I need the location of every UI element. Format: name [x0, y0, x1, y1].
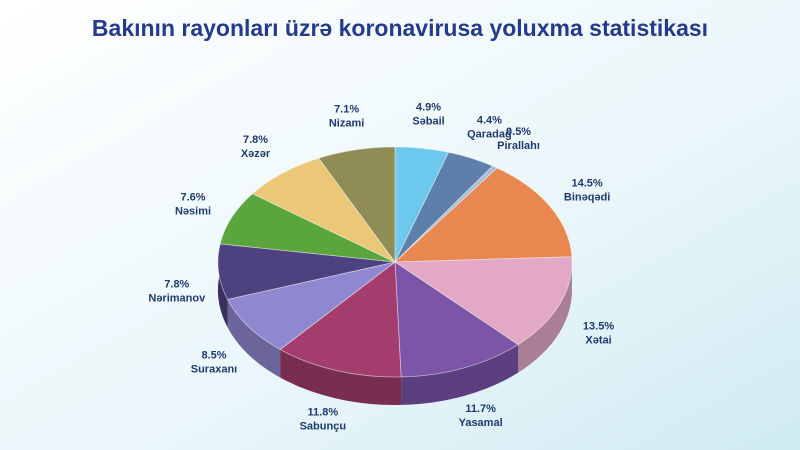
category-label: Suraxanı — [191, 364, 237, 376]
slice-side — [518, 256, 573, 373]
slice-side-shade — [518, 256, 573, 373]
value-label: 11.7% — [465, 403, 496, 415]
slice — [393, 256, 573, 346]
slice — [394, 261, 519, 378]
chart-title: Bakının rayonları üzrə koronavirusa yolu… — [92, 15, 708, 41]
category-label: Sabunçu — [300, 420, 346, 432]
value-label: 14.5% — [572, 177, 603, 189]
category-label: Xəzər — [241, 148, 271, 160]
category-label: Nizami — [329, 118, 364, 130]
slice — [318, 146, 396, 264]
category-label: Xətai — [585, 335, 611, 347]
value-label: 11.8% — [308, 406, 339, 418]
category-label: Yasamal — [459, 417, 503, 429]
category-label: Pirallahı — [497, 140, 540, 152]
slice — [279, 261, 402, 378]
value-label: 7.8% — [243, 134, 268, 146]
category-label: Səbail — [412, 116, 444, 128]
value-label: 0.5% — [506, 126, 531, 138]
value-label: 7.8% — [164, 279, 189, 291]
category-label: Binəqədi — [564, 191, 610, 203]
slice-side — [218, 243, 228, 328]
category-label: Nəsimi — [175, 205, 211, 217]
value-label: 13.5% — [583, 321, 614, 333]
value-label: 4.4% — [477, 114, 502, 126]
value-label: 7.1% — [334, 104, 359, 116]
category-label: Nərimanov — [148, 293, 206, 305]
value-label: 4.9% — [416, 102, 441, 114]
value-label: 8.5% — [201, 350, 226, 362]
category-label: Qaradağ — [467, 128, 512, 140]
slice — [227, 261, 396, 350]
slice — [393, 167, 573, 263]
value-label: 7.6% — [180, 191, 205, 203]
slice-side-shade — [218, 243, 228, 328]
pie-tops — [217, 146, 573, 378]
